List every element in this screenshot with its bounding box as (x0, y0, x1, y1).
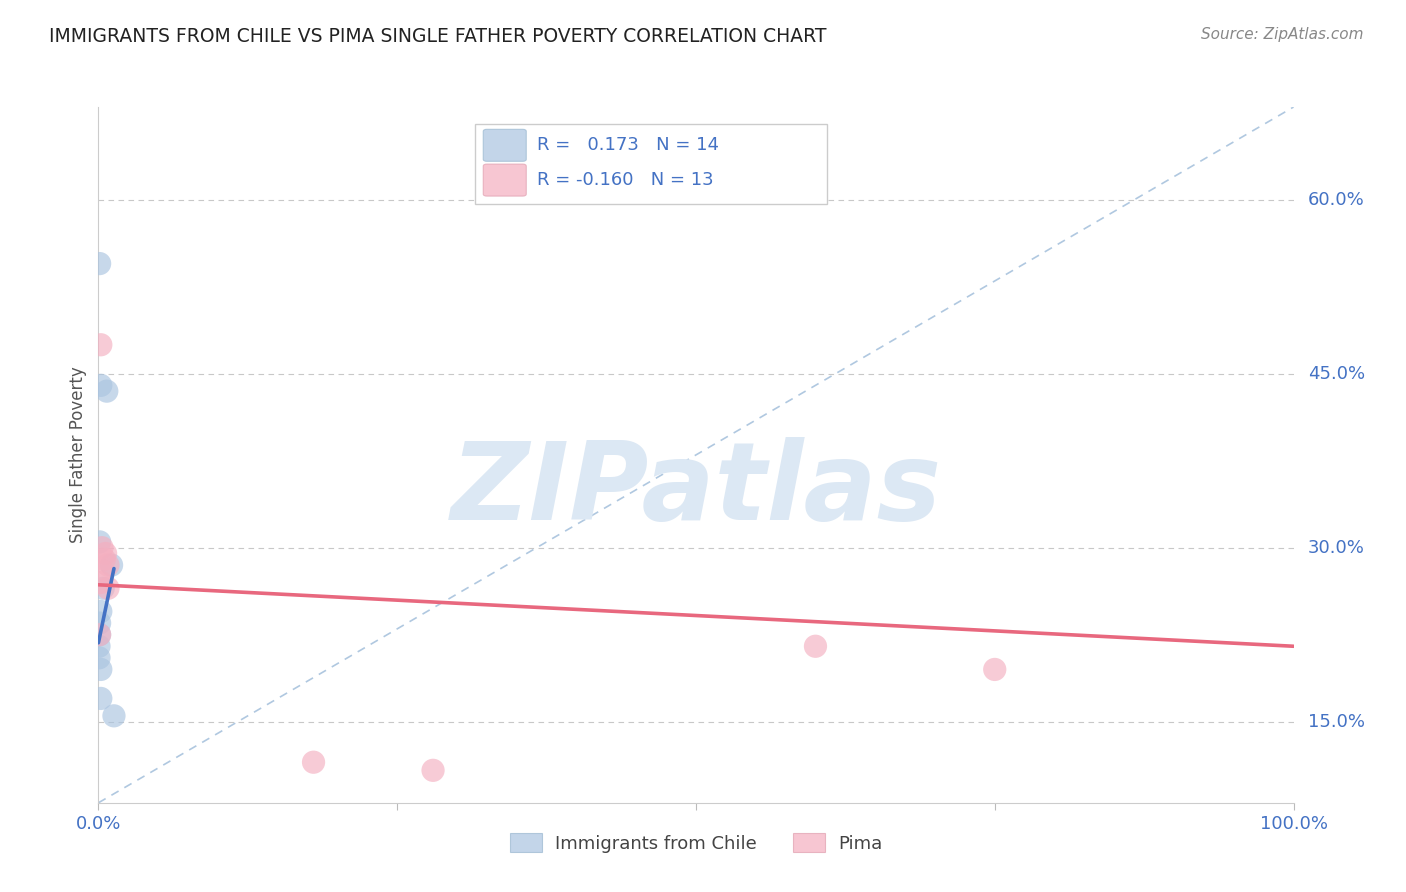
Point (90, 338, 112, 352)
Text: Source: ZipAtlas.com: Source: ZipAtlas.com (1201, 27, 1364, 42)
Point (90, 691, 112, 706)
Point (90, 378, 112, 392)
FancyBboxPatch shape (484, 164, 526, 196)
Y-axis label: Single Father Poverty: Single Father Poverty (69, 367, 87, 543)
Point (302, 755, 325, 769)
Point (90, 575, 112, 590)
Point (89, 628, 111, 642)
Point (91, 541, 114, 555)
Point (87, 651, 110, 665)
FancyBboxPatch shape (484, 129, 526, 161)
Point (91, 564, 114, 578)
Text: IMMIGRANTS FROM CHILE VS PIMA SINGLE FATHER POVERTY CORRELATION CHART: IMMIGRANTS FROM CHILE VS PIMA SINGLE FAT… (49, 27, 827, 45)
Point (87, 639, 110, 653)
Point (89, 257, 111, 271)
Point (97, 558, 120, 573)
Point (89, 534, 111, 549)
Text: 15.0%: 15.0% (1308, 713, 1365, 731)
Point (89, 615, 111, 630)
Legend: Immigrants from Chile, Pima: Immigrants from Chile, Pima (502, 826, 890, 860)
Text: ZIPatlas: ZIPatlas (450, 437, 942, 542)
Point (93, 552, 115, 566)
Text: R =   0.173   N = 14: R = 0.173 N = 14 (537, 136, 718, 154)
Point (422, 764, 444, 778)
Point (91, 582, 114, 596)
Point (90, 605, 112, 619)
Point (96, 384, 118, 398)
Point (94, 546, 117, 561)
Text: 30.0%: 30.0% (1308, 539, 1365, 557)
Text: 45.0%: 45.0% (1308, 365, 1365, 383)
Point (103, 708, 125, 723)
Point (89, 628, 111, 642)
Text: 60.0%: 60.0% (1308, 191, 1365, 209)
Point (97, 582, 120, 596)
Point (100, 558, 122, 573)
Point (984, 662, 1007, 676)
FancyBboxPatch shape (475, 124, 827, 204)
Point (804, 639, 827, 653)
Text: R = -0.160   N = 13: R = -0.160 N = 13 (537, 171, 714, 189)
Point (90, 662, 112, 676)
